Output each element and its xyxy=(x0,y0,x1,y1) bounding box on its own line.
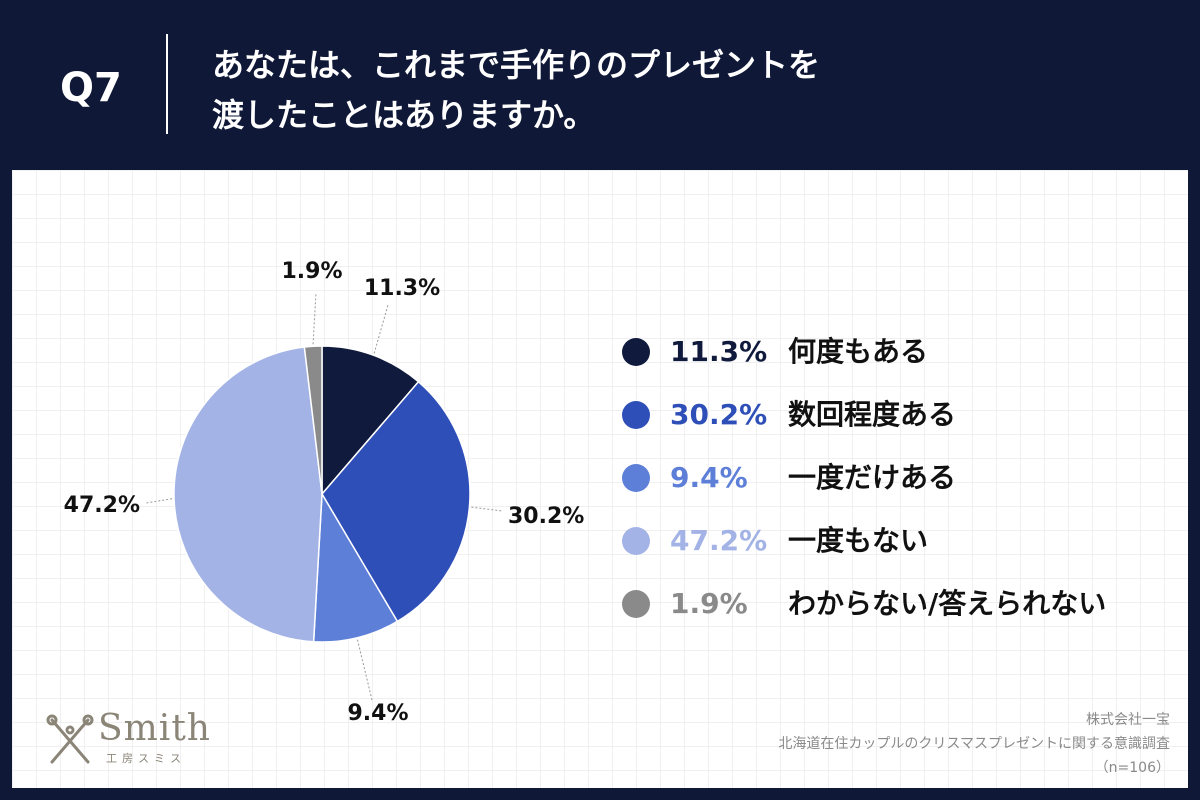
question-title-line-1: あなたは、これまで手作りのプレゼントを xyxy=(212,46,821,84)
legend-label: わからない/答えられない xyxy=(788,587,1107,620)
legend-value: 11.3% xyxy=(670,335,768,368)
tools-icon xyxy=(46,714,94,764)
leader-line-5 xyxy=(312,292,317,345)
pie-slice-5 xyxy=(303,345,323,495)
legend-value: 1.9% xyxy=(670,587,748,620)
legend-value: 30.2% xyxy=(670,398,768,431)
legend-label: 一度だけある xyxy=(788,461,957,494)
slice-label-1: 11.3% xyxy=(364,276,440,301)
legend-value: 9.4% xyxy=(670,461,748,494)
legend-item-4: 47.2% 一度もない xyxy=(622,519,1182,582)
logo-wordmark: Smith xyxy=(98,708,211,749)
legend-label: 一度もない xyxy=(788,524,929,557)
legend-item-1: 11.3% 何度もある xyxy=(622,330,1182,393)
source-note: 株式会社一宝 北海道在住カップルのクリスマスプレゼントに関する意識調査 （n=1… xyxy=(670,708,1170,780)
legend-item-3: 9.4% 一度だけある xyxy=(622,456,1182,519)
slice-label-4: 47.2% xyxy=(64,493,140,518)
legend: 11.3% 何度もある 30.2% 数回程度ある 9.4% 一度だけある 47.… xyxy=(622,330,1182,645)
header-divider xyxy=(166,34,168,134)
slice-label-2: 30.2% xyxy=(508,504,584,529)
pie-slice-4 xyxy=(173,346,323,643)
legend-dot xyxy=(622,527,650,555)
legend-value: 47.2% xyxy=(670,524,768,557)
question-title: あなたは、これまで手作りのプレゼントを 渡したことはありますか。 xyxy=(212,40,1112,140)
leader-line-1 xyxy=(373,304,389,354)
slice-label-5: 1.9% xyxy=(281,259,342,284)
slice-label-3: 9.4% xyxy=(347,701,408,726)
source-survey: 北海道在住カップルのクリスマスプレゼントに関する意識調査 xyxy=(778,736,1170,752)
leader-line-4 xyxy=(145,498,173,504)
brand-logo: Smith 工房スミス xyxy=(44,706,244,776)
source-company: 株式会社一宝 xyxy=(1086,712,1170,728)
legend-dot xyxy=(622,590,650,618)
legend-item-5: 1.9% わからない/答えられない xyxy=(622,582,1182,645)
legend-dot xyxy=(622,401,650,429)
leader-line-3 xyxy=(356,639,373,701)
legend-label: 数回程度ある xyxy=(788,398,957,431)
header: Q7 あなたは、これまで手作りのプレゼントを 渡したことはありますか。 xyxy=(0,0,1200,168)
pie-slice-3 xyxy=(312,491,399,643)
source-sample: （n=106） xyxy=(1094,760,1170,776)
leader-line-2 xyxy=(471,506,503,512)
question-title-line-2: 渡したことはありますか。 xyxy=(212,96,596,134)
legend-label: 何度もある xyxy=(788,335,929,368)
pie-slice-1 xyxy=(321,345,420,497)
legend-item-2: 30.2% 数回程度ある xyxy=(622,393,1182,456)
question-number: Q7 xyxy=(60,65,122,111)
logo-subtitle: 工房スミス xyxy=(106,752,186,765)
pie-slice-2 xyxy=(321,380,471,623)
legend-dot xyxy=(622,464,650,492)
legend-dot xyxy=(622,338,650,366)
